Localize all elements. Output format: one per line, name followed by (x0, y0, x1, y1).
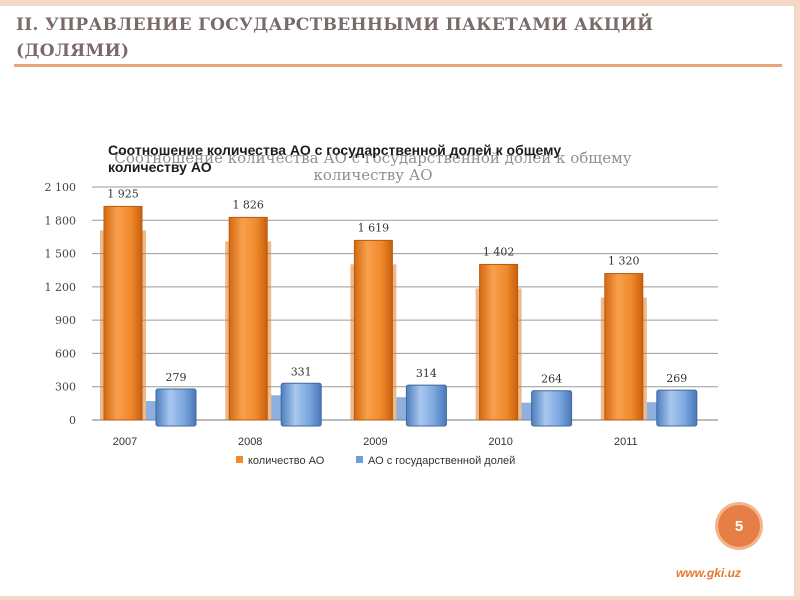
x-tick-label: 2009 (363, 436, 387, 448)
bar-kolichestvo-ao (353, 239, 393, 421)
bar-ao-gos-dolya (280, 382, 322, 427)
data-label-ao-gos-dolya: 269 (666, 372, 687, 385)
slide-frame-right (794, 0, 800, 600)
y-tick-label: 300 (55, 381, 76, 394)
x-tick-label: 2010 (488, 436, 512, 448)
y-tick-label: 600 (55, 347, 76, 360)
y-tick-label: 0 (69, 414, 76, 427)
bar-kolichestvo-ao (103, 205, 143, 421)
y-tick-label: 2 100 (45, 181, 77, 194)
data-label-ao-gos-dolya: 279 (166, 371, 187, 384)
bar-ao-gos-dolya (405, 384, 447, 427)
bar-ao-gos-dolya (531, 390, 573, 427)
x-tick-label: 2011 (614, 436, 638, 448)
chart-title: Соотношение количества АО с государствен… (108, 142, 562, 175)
legend-label-kolichestvo-ao: количество АО (248, 455, 325, 467)
slide-title: II. УПРАВЛЕНИЕ ГОСУДАРСТВЕННЫМИ ПАКЕТАМИ… (16, 15, 654, 61)
bar-kolichestvo-ao (604, 273, 644, 421)
page-number-badge: 5 (718, 505, 760, 547)
slide-frame-top (0, 0, 800, 6)
bar-ao-gos-dolya (656, 389, 698, 427)
legend-swatch-kolichestvo-ao (236, 456, 243, 463)
y-tick-label: 1 200 (45, 281, 77, 294)
website-link[interactable]: www.gki.uz (676, 566, 741, 580)
x-tick-label: 2007 (113, 436, 137, 448)
data-label-kolichestvo-ao: 1 826 (232, 198, 264, 211)
bar-kolichestvo-ao (228, 216, 268, 421)
x-tick-label: 2008 (238, 436, 262, 448)
bar-kolichestvo-ao (479, 263, 519, 421)
data-label-ao-gos-dolya: 331 (291, 365, 312, 378)
data-label-kolichestvo-ao: 1 320 (608, 255, 640, 268)
legend-swatch-ao-gos-dolya (356, 456, 363, 463)
data-label-kolichestvo-ao: 1 925 (107, 187, 139, 200)
y-tick-label: 900 (55, 314, 76, 327)
data-label-kolichestvo-ao: 1 619 (358, 221, 390, 234)
title-underline (14, 64, 782, 67)
data-label-ao-gos-dolya: 314 (416, 367, 437, 380)
legend-label-ao-gos-dolya: АО с государственной долей (368, 455, 515, 467)
y-tick-label: 1 500 (45, 248, 77, 261)
data-label-kolichestvo-ao: 1 402 (483, 245, 515, 258)
y-tick-label: 1 800 (45, 214, 77, 227)
data-label-ao-gos-dolya: 264 (541, 373, 562, 386)
slide-frame-bottom (0, 596, 800, 600)
bar-ao-gos-dolya (155, 388, 197, 427)
